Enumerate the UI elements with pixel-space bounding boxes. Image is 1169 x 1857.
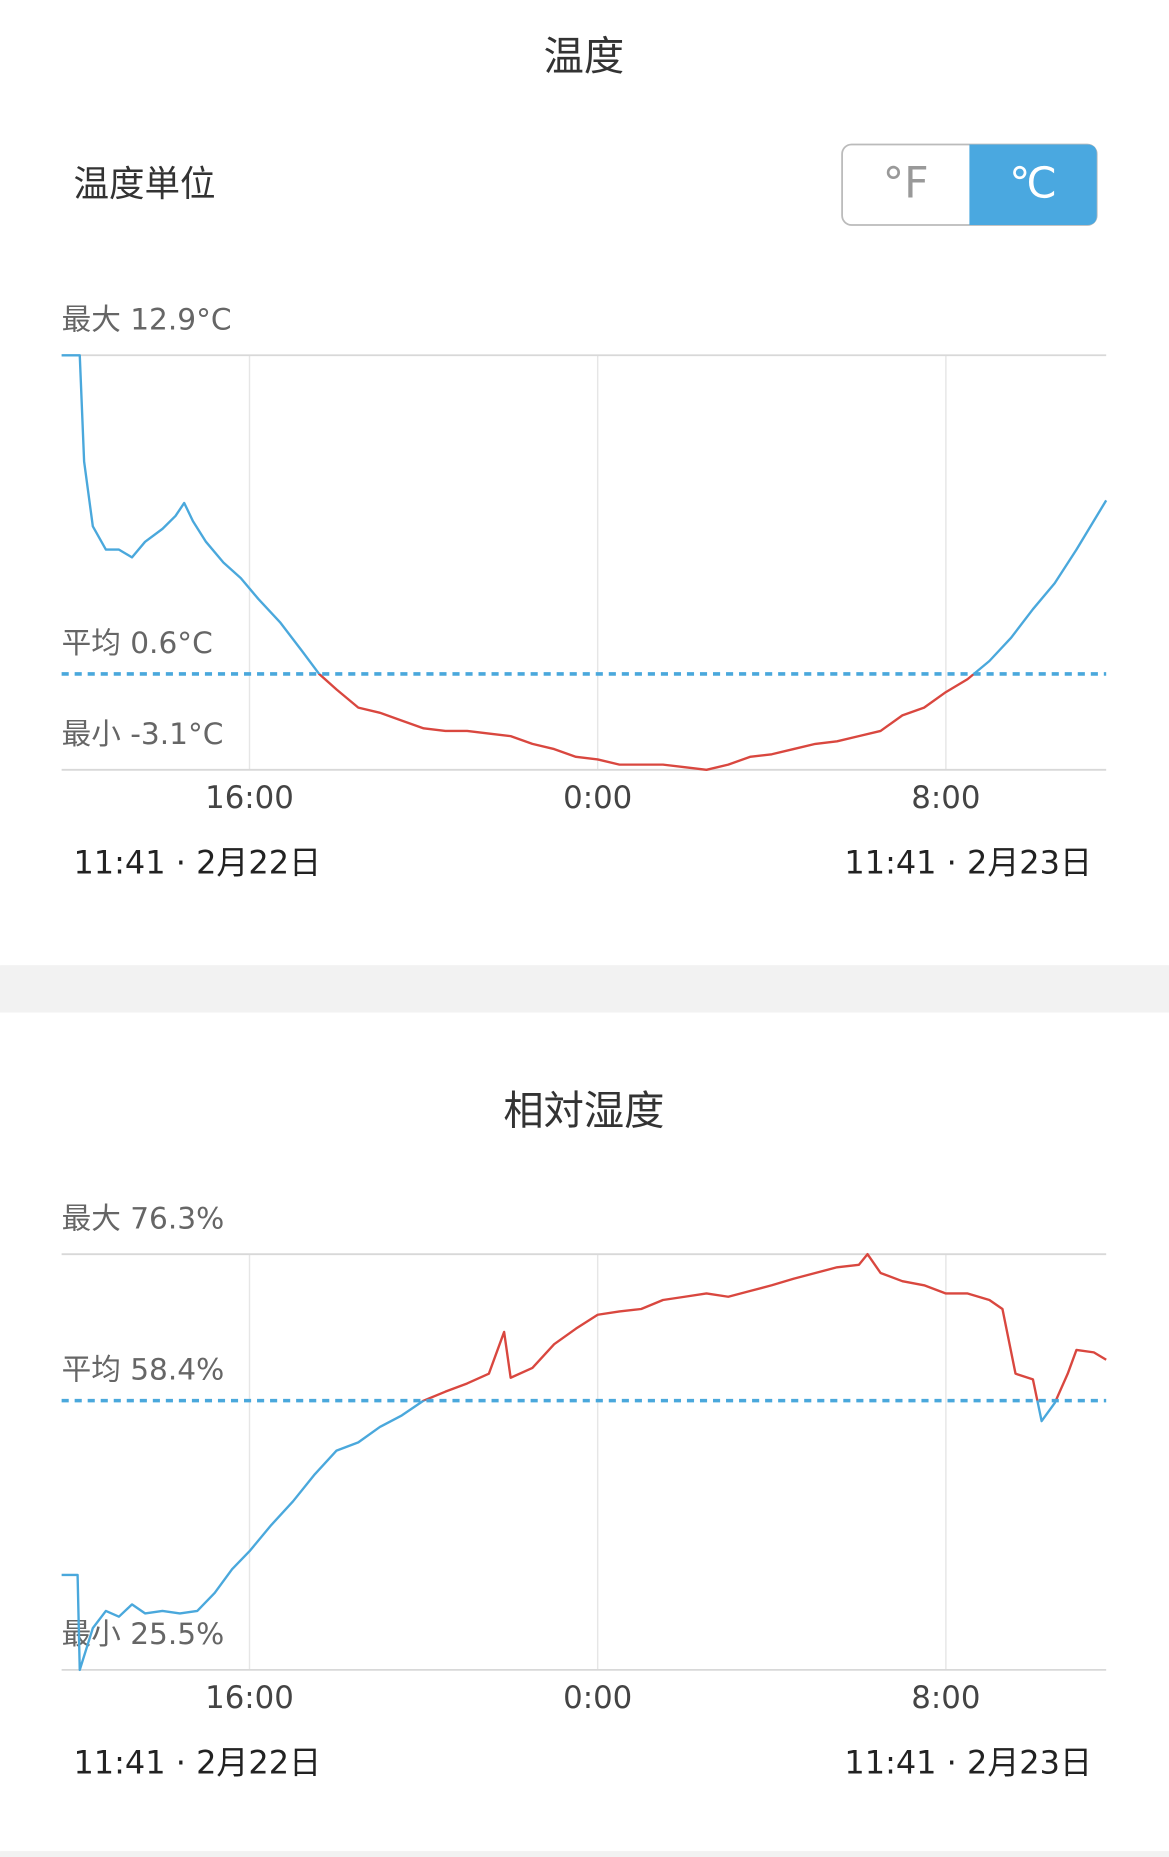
chart-title: 相対湿度 (503, 1088, 664, 1134)
x-range-label: 11:41 · 2月22日 (73, 1744, 321, 1782)
toggle-option[interactable]: °F (883, 158, 929, 208)
data-line (61, 1253, 1107, 1672)
unit-label: 温度単位 (73, 164, 215, 205)
unit-toggle: °F ℃ (841, 143, 1098, 226)
x-tick-label: 8:00 (911, 780, 980, 816)
x-tick-label: 0:00 (563, 780, 632, 816)
data-line (61, 354, 1108, 771)
x-tick-label: 16:00 (205, 1680, 294, 1716)
x-range-label: 11:41 · 2月23日 (844, 1744, 1092, 1782)
y-tick-label: 最小 25.5% (62, 1617, 225, 1651)
y-tick-label: 最小 -3.1°C (62, 717, 224, 751)
section-divider (0, 965, 1169, 1013)
x-tick-label: 8:00 (911, 1680, 980, 1716)
x-tick-label: 16:00 (205, 780, 294, 816)
x-range-label: 11:41 · 2月23日 (844, 844, 1092, 882)
toggle-selected (969, 144, 1097, 226)
average-label: 平均 58.4% (62, 1353, 225, 1387)
x-range-label: 11:41 · 2月22日 (73, 844, 321, 882)
y-tick-label: 最大 12.9°C (62, 302, 232, 336)
average-label: 平均 0.6°C (62, 626, 213, 660)
y-tick-label: 最大 76.3% (62, 1201, 225, 1235)
chart-title: 温度 (544, 34, 625, 80)
x-tick-label: 0:00 (563, 1680, 632, 1716)
section-divider (0, 1851, 1169, 1857)
toggle-option[interactable]: ℃ (1009, 158, 1057, 208)
